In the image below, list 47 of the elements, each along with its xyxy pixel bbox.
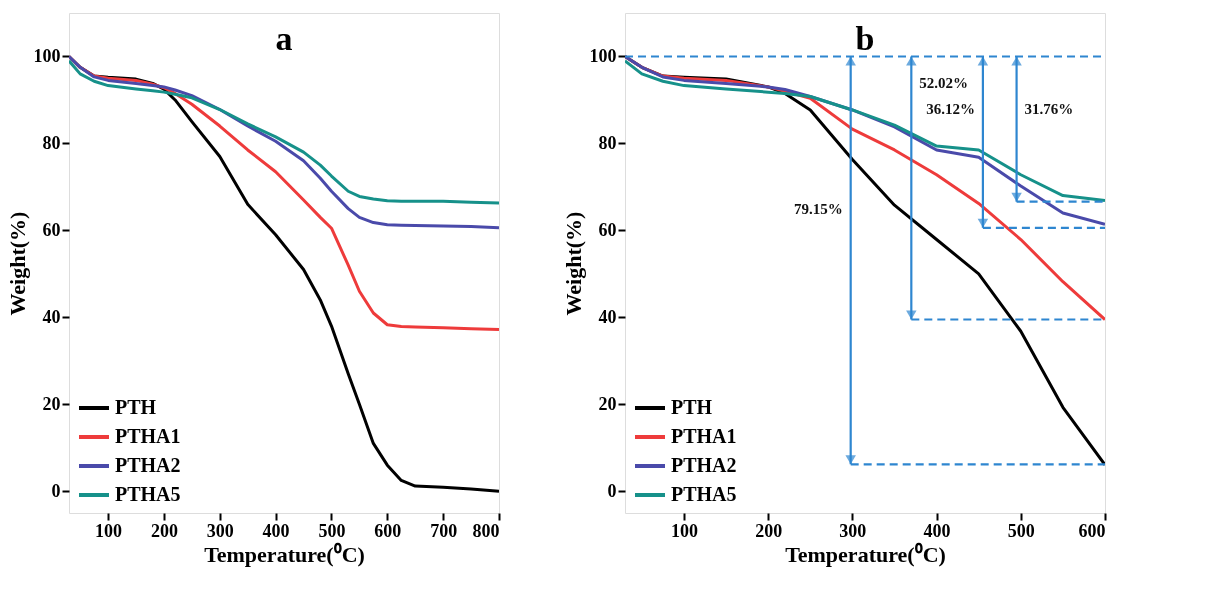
legend-label: PTHA1	[671, 425, 737, 447]
line-series	[69, 59, 499, 205]
x-tick-label: 500	[1007, 520, 1035, 541]
annotation: 36.12%	[926, 100, 975, 117]
x-tick-label: 300	[839, 520, 867, 541]
legend-label: PTHA2	[115, 454, 181, 476]
x-axis-title: Temperature(⁰C)	[785, 541, 946, 567]
x-tick-label: 600	[1078, 520, 1106, 541]
y-tick-label: 0	[51, 480, 61, 501]
y-tick-label: 80	[598, 132, 617, 153]
chart-title: b	[855, 20, 875, 57]
y-tick-label: 100	[589, 45, 617, 66]
x-tick-label: 600	[374, 520, 402, 541]
x-tick-label: 700	[430, 520, 458, 541]
annotation: 31.76%	[1024, 100, 1074, 117]
y-tick-label: 20	[42, 393, 61, 414]
x-tick-label: 500	[318, 520, 346, 541]
legend-label: PTHA2	[671, 454, 737, 476]
x-tick-label: 300	[206, 520, 234, 541]
legend-label: PTHA1	[115, 425, 181, 447]
y-tick-label: 60	[598, 219, 617, 240]
legend-label: PTHA5	[115, 483, 181, 505]
line-series	[625, 59, 1105, 202]
x-tick-label: 400	[923, 520, 951, 541]
y-tick-label: 20	[598, 393, 617, 414]
y-tick-label: 40	[42, 306, 61, 327]
y-tick-label: 80	[42, 132, 61, 153]
chart-title: a	[275, 20, 293, 57]
x-tick-label: 800	[472, 520, 500, 541]
annotation: 79.15%	[793, 200, 843, 217]
x-tick-label: 100	[95, 520, 123, 541]
y-tick-label: 40	[598, 306, 617, 327]
y-tick-label: 100	[33, 45, 61, 66]
x-tick-label: 100	[670, 520, 698, 541]
legend-label: PTH	[115, 396, 157, 418]
y-axis-title: Weight(%)	[4, 211, 30, 316]
x-axis-title: Temperature(⁰C)	[204, 541, 365, 567]
x-tick-label: 400	[262, 520, 290, 541]
legend-label: PTHA5	[671, 483, 737, 505]
line-series	[69, 54, 499, 230]
legend-label: PTH	[671, 396, 713, 418]
x-tick-label: 200	[150, 520, 178, 541]
y-tick-label: 60	[42, 219, 61, 240]
annotation: 52.02%	[919, 74, 969, 91]
y-axis-title: Weight(%)	[560, 211, 586, 316]
x-tick-label: 200	[755, 520, 783, 541]
y-tick-label: 0	[607, 480, 617, 501]
